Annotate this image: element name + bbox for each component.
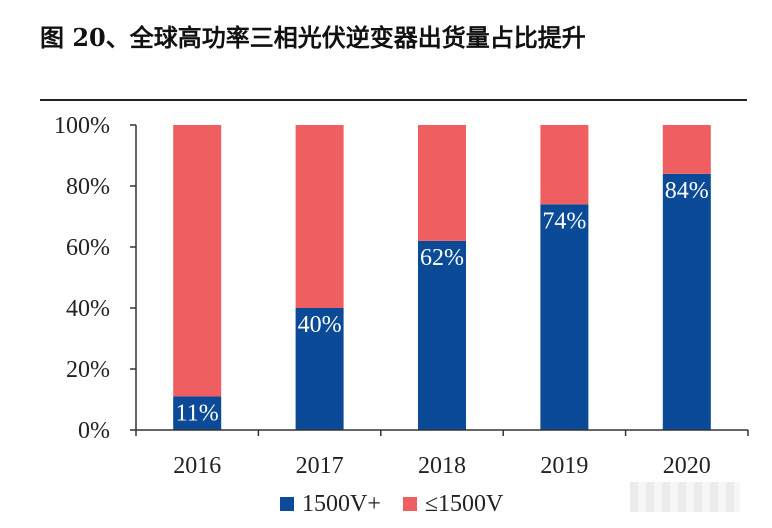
data-label: 62% — [420, 245, 464, 271]
bar-series-1-2017 — [295, 308, 344, 430]
data-label: 40% — [298, 312, 342, 338]
title-rule — [40, 99, 747, 101]
chart-title: 图 20、全球高功率三相光伏逆变器出货量占比提升 — [40, 23, 586, 52]
x-tick-label: 2020 — [663, 453, 711, 479]
data-label: 74% — [542, 208, 586, 234]
y-tick-label: 80% — [66, 174, 110, 200]
bar-series-1-2016 — [173, 396, 222, 430]
y-tick-label: 0% — [78, 418, 110, 444]
bar-series-2-2020 — [662, 125, 711, 174]
bar-series-1-2020 — [662, 173, 711, 431]
legend-swatch-series-1 — [280, 497, 294, 511]
legend-swatch-series-2 — [402, 497, 417, 511]
bar-series-2-2019 — [540, 125, 589, 205]
bar-series-2-2017 — [295, 125, 344, 308]
watermark — [630, 482, 740, 512]
bar-series-2-2016 — [173, 125, 222, 397]
y-tick-label: 20% — [66, 357, 110, 383]
legend-item-series-1: 1500V+ — [280, 491, 381, 518]
legend: 1500V+ ≤1500V — [280, 490, 503, 518]
x-tick-label: 2018 — [418, 453, 466, 479]
y-tick-label: 100% — [54, 113, 110, 139]
bar-series-1-2019 — [540, 204, 589, 430]
y-tick-label: 60% — [66, 235, 110, 261]
data-label: 84% — [665, 178, 709, 204]
data-label: 11% — [176, 400, 219, 426]
legend-label-series-1: 1500V+ — [302, 490, 381, 517]
bar-series-2-2018 — [418, 125, 466, 241]
x-tick-label: 2019 — [540, 453, 588, 479]
x-tick-label: 2017 — [296, 453, 344, 479]
x-tick-label: 2016 — [173, 453, 221, 479]
legend-label-series-2: ≤1500V — [424, 490, 504, 517]
y-tick-label: 40% — [66, 296, 110, 322]
bar-series-1-2018 — [418, 240, 466, 430]
legend-item-series-2: ≤1500V — [402, 490, 504, 518]
